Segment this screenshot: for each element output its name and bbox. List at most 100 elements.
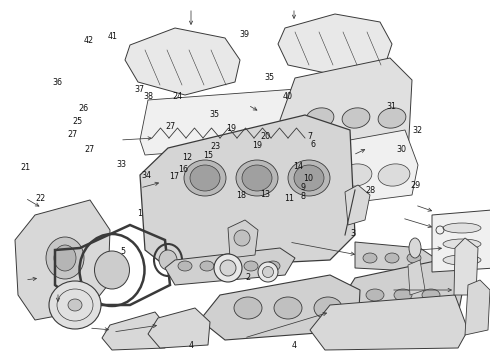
Ellipse shape	[407, 253, 421, 263]
Text: 9: 9	[300, 184, 305, 192]
Text: 27: 27	[68, 130, 77, 139]
Text: 28: 28	[365, 186, 375, 194]
Ellipse shape	[266, 261, 280, 271]
Text: 6: 6	[310, 140, 315, 149]
Polygon shape	[102, 312, 168, 350]
Text: 19: 19	[226, 124, 236, 133]
Text: 14: 14	[293, 162, 303, 171]
Polygon shape	[454, 238, 478, 295]
Text: 5: 5	[120, 247, 125, 256]
Text: 27: 27	[84, 145, 94, 154]
Polygon shape	[200, 275, 360, 340]
Text: 32: 32	[413, 126, 422, 135]
Polygon shape	[280, 58, 412, 168]
Ellipse shape	[242, 165, 272, 191]
Ellipse shape	[95, 251, 129, 289]
Ellipse shape	[342, 108, 370, 128]
Ellipse shape	[443, 255, 481, 265]
Text: 27: 27	[166, 122, 175, 131]
Ellipse shape	[422, 289, 440, 301]
Text: 17: 17	[169, 172, 179, 181]
Ellipse shape	[394, 289, 412, 301]
Ellipse shape	[366, 289, 384, 301]
Text: 7: 7	[307, 132, 312, 140]
Ellipse shape	[46, 237, 84, 279]
Polygon shape	[165, 248, 295, 285]
Text: 16: 16	[178, 165, 188, 174]
Ellipse shape	[234, 230, 250, 246]
Ellipse shape	[443, 239, 481, 249]
Text: 4: 4	[189, 341, 194, 350]
Polygon shape	[465, 280, 490, 335]
Ellipse shape	[159, 250, 177, 270]
Text: 4: 4	[292, 341, 296, 350]
Ellipse shape	[222, 261, 236, 271]
Polygon shape	[140, 115, 355, 268]
Ellipse shape	[190, 165, 220, 191]
Text: 2: 2	[245, 273, 250, 282]
Text: 3: 3	[350, 229, 355, 238]
Polygon shape	[355, 242, 435, 272]
Ellipse shape	[443, 223, 481, 233]
Text: 12: 12	[182, 153, 192, 162]
Polygon shape	[408, 260, 425, 295]
Text: 15: 15	[203, 151, 213, 160]
Ellipse shape	[302, 164, 334, 186]
Text: 35: 35	[210, 110, 220, 119]
Polygon shape	[338, 260, 465, 320]
Ellipse shape	[378, 164, 410, 186]
Text: 35: 35	[265, 72, 274, 81]
Text: 13: 13	[261, 190, 270, 199]
Text: 25: 25	[73, 117, 82, 126]
Polygon shape	[140, 88, 315, 155]
Ellipse shape	[220, 260, 236, 276]
Text: 31: 31	[386, 102, 396, 111]
Ellipse shape	[68, 299, 82, 311]
Text: 26: 26	[78, 104, 88, 113]
Ellipse shape	[409, 238, 421, 258]
Ellipse shape	[200, 261, 214, 271]
Ellipse shape	[274, 297, 302, 319]
Text: 1: 1	[137, 208, 142, 217]
Ellipse shape	[314, 297, 342, 319]
Ellipse shape	[340, 164, 372, 186]
Text: 20: 20	[261, 132, 270, 140]
Text: 23: 23	[211, 141, 220, 150]
Polygon shape	[310, 295, 468, 350]
Text: 40: 40	[283, 92, 293, 101]
Polygon shape	[148, 308, 210, 348]
Ellipse shape	[288, 160, 330, 196]
Polygon shape	[432, 210, 490, 272]
Text: 21: 21	[21, 163, 30, 172]
Text: 42: 42	[84, 36, 94, 45]
Ellipse shape	[49, 281, 101, 329]
Ellipse shape	[258, 262, 278, 282]
Text: 39: 39	[239, 30, 249, 39]
Text: 22: 22	[35, 194, 45, 202]
Polygon shape	[125, 28, 240, 95]
Ellipse shape	[378, 108, 406, 128]
Text: 18: 18	[236, 192, 246, 200]
Ellipse shape	[306, 108, 334, 128]
Ellipse shape	[244, 261, 258, 271]
Text: 10: 10	[303, 174, 313, 183]
Text: 38: 38	[143, 92, 153, 101]
Ellipse shape	[178, 261, 192, 271]
Polygon shape	[280, 130, 418, 210]
Text: 8: 8	[300, 192, 305, 201]
Text: 29: 29	[411, 180, 420, 189]
Ellipse shape	[54, 245, 76, 271]
Polygon shape	[228, 220, 258, 258]
Ellipse shape	[263, 266, 273, 278]
Polygon shape	[345, 185, 370, 225]
Ellipse shape	[184, 160, 226, 196]
Ellipse shape	[385, 253, 399, 263]
Ellipse shape	[363, 253, 377, 263]
Text: 30: 30	[397, 144, 407, 153]
Ellipse shape	[236, 160, 278, 196]
Ellipse shape	[214, 254, 242, 282]
Text: 19: 19	[252, 141, 262, 150]
Text: 11: 11	[284, 194, 294, 202]
Text: 37: 37	[135, 85, 145, 94]
Text: 36: 36	[53, 77, 63, 86]
